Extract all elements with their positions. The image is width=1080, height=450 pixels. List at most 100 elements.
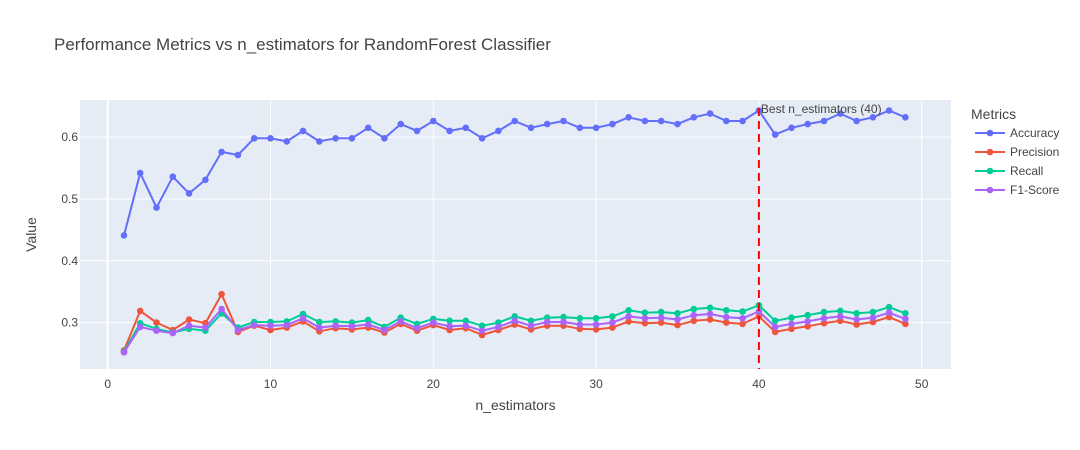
data-point[interactable] (299, 127, 307, 135)
data-point[interactable] (267, 135, 274, 142)
data-point[interactable] (625, 318, 632, 325)
data-point[interactable] (495, 323, 502, 331)
data-point[interactable] (690, 311, 698, 319)
data-point[interactable] (641, 319, 649, 327)
data-point[interactable] (234, 151, 242, 159)
data-point[interactable] (820, 308, 828, 316)
data-point[interactable] (413, 324, 421, 332)
legend-item-f1-score[interactable]: F1-Score (975, 183, 1060, 197)
data-point[interactable] (136, 307, 144, 315)
data-point[interactable] (283, 138, 291, 145)
data-point[interactable] (283, 321, 291, 329)
data-point[interactable] (804, 323, 811, 330)
data-point[interactable] (837, 110, 844, 117)
legend-item-accuracy[interactable]: Accuracy (975, 126, 1059, 140)
data-point[interactable] (478, 135, 486, 142)
data-point[interactable] (657, 117, 665, 125)
data-point[interactable] (885, 309, 893, 317)
data-point[interactable] (446, 127, 453, 135)
data-point[interactable] (316, 318, 323, 326)
data-point[interactable] (250, 321, 258, 329)
data-point[interactable] (169, 173, 177, 180)
data-point[interactable] (446, 323, 453, 330)
data-point[interactable] (153, 319, 160, 326)
data-point[interactable] (723, 313, 730, 321)
data-point[interactable] (706, 316, 714, 323)
data-point[interactable] (592, 124, 600, 132)
data-point[interactable] (625, 114, 632, 121)
data-point[interactable] (527, 317, 535, 325)
data-point[interactable] (902, 315, 909, 323)
data-point[interactable] (267, 322, 274, 330)
data-point[interactable] (853, 321, 860, 328)
data-point[interactable] (706, 310, 714, 318)
data-point[interactable] (690, 317, 698, 325)
data-point[interactable] (185, 316, 193, 323)
data-point[interactable] (185, 322, 193, 330)
data-point[interactable] (820, 117, 828, 125)
data-point[interactable] (234, 326, 242, 334)
data-point[interactable] (560, 313, 567, 321)
data-point[interactable] (609, 313, 616, 320)
data-point[interactable] (446, 317, 453, 325)
data-point[interactable] (381, 135, 388, 142)
data-point[interactable] (885, 303, 893, 311)
data-point[interactable] (511, 317, 518, 325)
data-point[interactable] (869, 314, 877, 322)
data-point[interactable] (771, 328, 779, 336)
data-point[interactable] (250, 135, 258, 142)
data-point[interactable] (853, 117, 860, 125)
data-point[interactable] (690, 114, 698, 121)
data-point[interactable] (902, 114, 909, 121)
data-point[interactable] (478, 322, 486, 330)
data-point[interactable] (576, 124, 584, 132)
data-point[interactable] (690, 305, 698, 313)
data-point[interactable] (853, 316, 860, 323)
data-point[interactable] (755, 308, 763, 315)
data-point[interactable] (478, 327, 486, 335)
data-point[interactable] (202, 176, 209, 184)
data-point[interactable] (576, 321, 584, 328)
data-point[interactable] (869, 114, 877, 121)
data-point[interactable] (657, 308, 665, 316)
data-point[interactable] (804, 311, 811, 319)
data-point[interactable] (723, 117, 730, 125)
data-point[interactable] (397, 120, 405, 128)
data-point[interactable] (576, 315, 584, 322)
data-point[interactable] (788, 314, 795, 322)
data-point[interactable] (641, 117, 649, 125)
data-point[interactable] (869, 308, 877, 316)
data-point[interactable] (788, 325, 795, 333)
data-point[interactable] (364, 124, 372, 132)
data-point[interactable] (332, 135, 339, 142)
data-point[interactable] (136, 323, 144, 331)
data-point[interactable] (804, 120, 811, 128)
data-point[interactable] (902, 310, 909, 317)
data-point[interactable] (723, 319, 730, 326)
data-point[interactable] (674, 321, 681, 329)
data-point[interactable] (592, 321, 600, 328)
data-point[interactable] (462, 317, 470, 325)
data-point[interactable] (739, 308, 746, 315)
data-point[interactable] (202, 324, 209, 331)
data-point[interactable] (348, 135, 356, 142)
data-point[interactable] (739, 117, 746, 125)
data-point[interactable] (641, 309, 649, 317)
data-point[interactable] (771, 323, 779, 331)
data-point[interactable] (625, 307, 632, 314)
data-point[interactable] (771, 131, 779, 138)
data-point[interactable] (153, 327, 160, 335)
data-point[interactable] (804, 318, 811, 325)
data-point[interactable] (381, 326, 388, 334)
data-point[interactable] (609, 319, 616, 326)
data-point[interactable] (495, 127, 502, 135)
data-point[interactable] (820, 319, 828, 327)
data-point[interactable] (543, 120, 551, 128)
data-point[interactable] (706, 304, 714, 312)
data-point[interactable] (837, 307, 844, 315)
data-point[interactable] (462, 124, 470, 132)
data-point[interactable] (788, 124, 795, 132)
data-point[interactable] (413, 127, 421, 135)
data-point[interactable] (657, 319, 665, 326)
data-point[interactable] (120, 232, 128, 239)
